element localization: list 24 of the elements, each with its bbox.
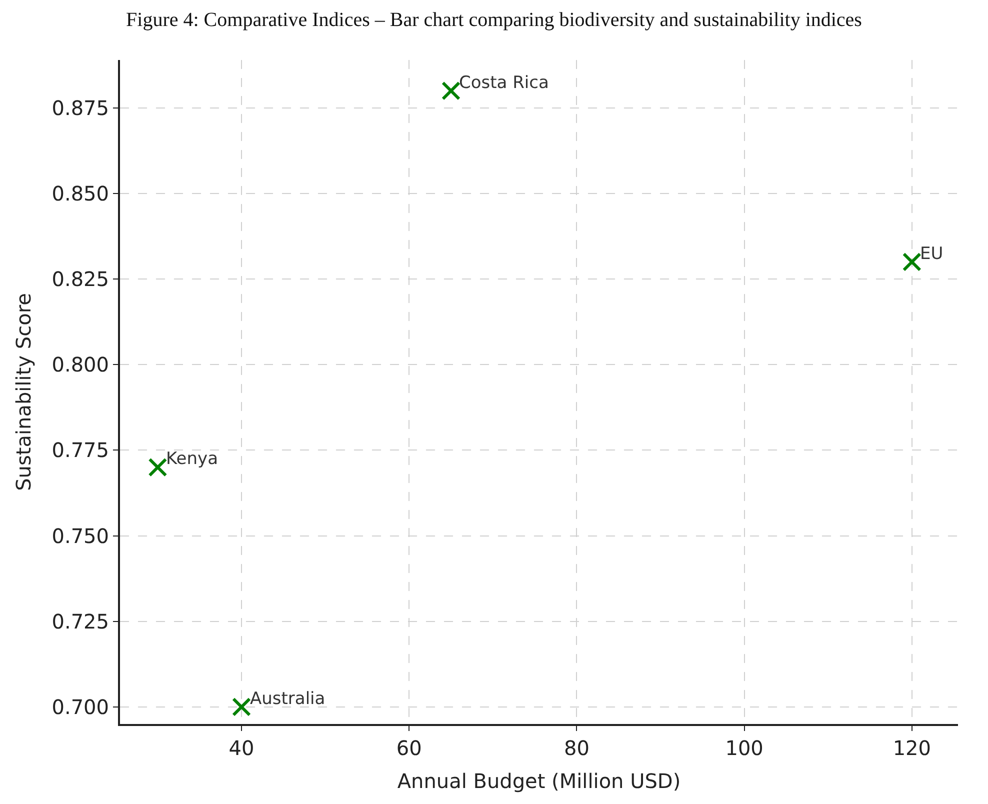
annotation: Australia — [250, 689, 326, 709]
annotation: EU — [920, 244, 944, 264]
point — [148, 458, 168, 477]
x-axis-title: Annual Budget (Million USD) — [397, 769, 681, 793]
x-tick-label: 60 — [396, 736, 422, 760]
x-tick-label: 120 — [892, 736, 932, 760]
y-axis-title: Sustainability Score — [12, 293, 36, 491]
y-tick-label: 0.725 — [52, 609, 109, 634]
x-tick-label: 100 — [725, 736, 764, 760]
point — [902, 252, 922, 272]
y-tick-label: 0.775 — [52, 438, 109, 462]
y-tick-label: 0.875 — [52, 96, 109, 120]
x-tick-label: 80 — [564, 736, 590, 760]
y-tick-label: 0.700 — [52, 694, 109, 719]
annotation: Costa Rica — [459, 73, 549, 93]
annotation: Kenya — [166, 449, 218, 469]
chart-title: Figure 4: Comparative Indices – Bar chart comparing biodiversity and sustainability indices — [126, 9, 862, 32]
x-tick-label: 40 — [228, 736, 254, 760]
y-tick-label: 0.825 — [52, 267, 109, 292]
point — [442, 81, 461, 100]
y-tick-label: 0.800 — [52, 352, 109, 377]
y-tick-label: 0.750 — [52, 524, 109, 548]
y-tick-label: 0.850 — [52, 181, 109, 206]
point — [232, 697, 252, 716]
